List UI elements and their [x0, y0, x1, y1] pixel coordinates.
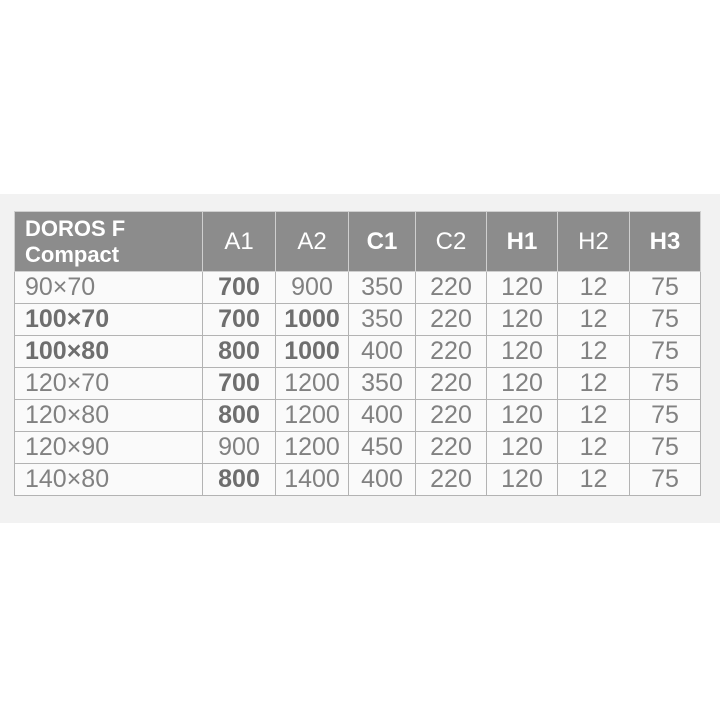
cell-c1: 400 — [348, 463, 416, 496]
row-size-label: 140×80 — [14, 463, 203, 496]
table-row: 140×80 800 1400 400 220 120 12 75 — [14, 463, 701, 496]
cell-c1: 450 — [348, 431, 416, 464]
cell-h3: 75 — [629, 399, 701, 432]
cell-h2: 12 — [557, 399, 630, 432]
cell-c2: 220 — [415, 399, 487, 432]
cell-h1: 120 — [486, 367, 558, 400]
row-size-label: 120×70 — [14, 367, 203, 400]
cell-h2: 12 — [557, 431, 630, 464]
cell-h1: 120 — [486, 431, 558, 464]
dimensions-spec-table: DOROS F Compact A1 A2 C1 C2 H1 H2 H3 90×… — [14, 211, 701, 496]
table-title: DOROS F Compact — [14, 211, 203, 272]
cell-a2: 1200 — [275, 431, 349, 464]
cell-a2: 1200 — [275, 367, 349, 400]
cell-a1: 700 — [202, 367, 276, 400]
cell-a2: 1000 — [275, 335, 349, 368]
column-header-c2: C2 — [415, 211, 487, 272]
cell-h3: 75 — [629, 367, 701, 400]
cell-h1: 120 — [486, 303, 558, 336]
cell-h1: 120 — [486, 399, 558, 432]
cell-a1: 800 — [202, 335, 276, 368]
cell-a1: 700 — [202, 271, 276, 304]
cell-h3: 75 — [629, 431, 701, 464]
cell-c1: 350 — [348, 303, 416, 336]
table-title-line2: Compact — [25, 241, 120, 267]
column-header-h2: H2 — [557, 211, 630, 272]
cell-c2: 220 — [415, 271, 487, 304]
table-row: 100×80 800 1000 400 220 120 12 75 — [14, 335, 701, 368]
cell-a1: 700 — [202, 303, 276, 336]
table-row: 90×70 700 900 350 220 120 12 75 — [14, 271, 701, 304]
column-header-h1: H1 — [486, 211, 558, 272]
cell-h3: 75 — [629, 271, 701, 304]
cell-h3: 75 — [629, 463, 701, 496]
table-title-line1: DOROS F — [25, 215, 126, 241]
cell-a1: 900 — [202, 431, 276, 464]
cell-a1: 800 — [202, 463, 276, 496]
cell-c2: 220 — [415, 303, 487, 336]
cell-c2: 220 — [415, 463, 487, 496]
cell-a2: 1000 — [275, 303, 349, 336]
table-row: 120×90 900 1200 450 220 120 12 75 — [14, 431, 701, 464]
row-size-label: 90×70 — [14, 271, 203, 304]
cell-a1: 800 — [202, 399, 276, 432]
cell-c1: 350 — [348, 271, 416, 304]
row-size-label: 120×90 — [14, 431, 203, 464]
cell-c1: 400 — [348, 399, 416, 432]
cell-h2: 12 — [557, 463, 630, 496]
cell-h2: 12 — [557, 367, 630, 400]
cell-h1: 120 — [486, 271, 558, 304]
cell-c1: 400 — [348, 335, 416, 368]
cell-h3: 75 — [629, 335, 701, 368]
column-header-a1: A1 — [202, 211, 276, 272]
column-header-h3: H3 — [629, 211, 701, 272]
cell-h3: 75 — [629, 303, 701, 336]
cell-h2: 12 — [557, 271, 630, 304]
cell-c1: 350 — [348, 367, 416, 400]
cell-h2: 12 — [557, 303, 630, 336]
cell-h1: 120 — [486, 463, 558, 496]
row-size-label: 100×70 — [14, 303, 203, 336]
cell-a2: 1200 — [275, 399, 349, 432]
cell-c2: 220 — [415, 367, 487, 400]
row-size-label: 120×80 — [14, 399, 203, 432]
table-row: 120×70 700 1200 350 220 120 12 75 — [14, 367, 701, 400]
header-row: DOROS F Compact A1 A2 C1 C2 H1 H2 H3 — [14, 211, 701, 272]
cell-c2: 220 — [415, 335, 487, 368]
cell-h2: 12 — [557, 335, 630, 368]
row-size-label: 100×80 — [14, 335, 203, 368]
table-row: 120×80 800 1200 400 220 120 12 75 — [14, 399, 701, 432]
cell-c2: 220 — [415, 431, 487, 464]
cell-a2: 900 — [275, 271, 349, 304]
cell-a2: 1400 — [275, 463, 349, 496]
column-header-a2: A2 — [275, 211, 349, 272]
table-row: 100×70 700 1000 350 220 120 12 75 — [14, 303, 701, 336]
cell-h1: 120 — [486, 335, 558, 368]
column-header-c1: C1 — [348, 211, 416, 272]
